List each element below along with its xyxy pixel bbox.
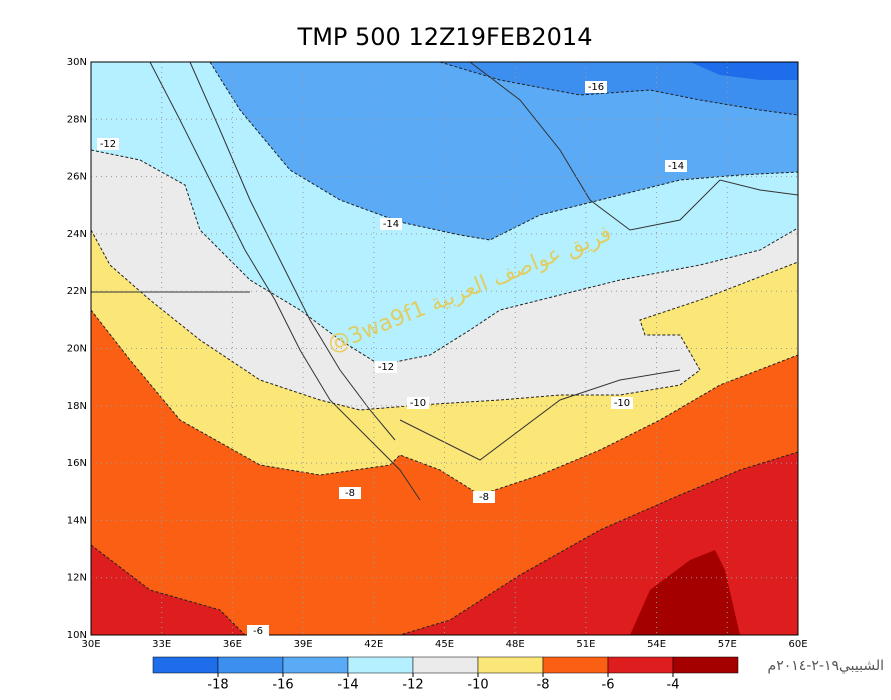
lat-label: 16N <box>67 458 87 469</box>
contour-label: -6 <box>253 626 263 637</box>
colorbar-box <box>217 656 284 674</box>
lon-label: 45E <box>435 639 454 650</box>
colorbar-label: -16 <box>272 678 293 693</box>
coastline <box>189 61 396 441</box>
contour-label-bg <box>97 138 119 150</box>
lat-label: 18N <box>67 401 87 412</box>
lon-label: 54E <box>647 639 666 650</box>
temp-band <box>210 62 798 240</box>
lon-label: 39E <box>294 639 313 650</box>
contour-label-bg <box>665 160 687 172</box>
colorbar-label: -12 <box>402 678 423 693</box>
colorbar-box <box>412 656 479 674</box>
lon-label: 57E <box>718 639 737 650</box>
contour-line <box>209 61 799 241</box>
lat-label: 20N <box>67 344 87 355</box>
colorbar-label: -6 <box>602 678 615 693</box>
lon-label: 36E <box>223 639 242 650</box>
lat-label: 24N <box>67 229 87 240</box>
lat-label: 28N <box>67 114 87 125</box>
contour-label: -14 <box>668 161 684 172</box>
contour-line <box>90 149 799 366</box>
colorbar-box <box>542 656 609 674</box>
lat-label: 14N <box>67 515 87 526</box>
colorbar-label: -10 <box>467 678 488 693</box>
colorbar-box <box>477 656 544 674</box>
contour-label-bg <box>585 81 607 93</box>
contour-line <box>90 229 799 411</box>
lon-label: 30E <box>81 639 100 650</box>
colorbar-label: -14 <box>337 678 358 693</box>
lat-label: 30N <box>67 57 87 68</box>
title: TMP 500 12Z19FEB2014 <box>297 23 593 51</box>
coastline <box>469 61 799 231</box>
contour-line <box>90 451 799 636</box>
contour-label: -16 <box>588 82 604 93</box>
colorbar-box <box>672 656 739 674</box>
contour-label-bg <box>473 491 495 503</box>
temp-band <box>440 62 798 115</box>
colorbar-label: -18 <box>207 678 228 693</box>
colorbar-box <box>282 656 349 674</box>
contour-label: -8 <box>345 488 355 499</box>
signature: الشبيبي١٩-٢-٢٠١٤م <box>768 658 884 674</box>
colorbar-box <box>347 656 414 674</box>
contour-label-bg <box>611 397 633 409</box>
lat-label: 12N <box>67 573 87 584</box>
lon-label: 33E <box>152 639 171 650</box>
colorbar-label: -4 <box>667 678 680 693</box>
contour-label-bg <box>407 397 429 409</box>
lat-label: 26N <box>67 172 87 183</box>
lon-label: 51E <box>576 639 595 650</box>
coastline <box>399 369 681 461</box>
contour-label: -12 <box>378 362 394 373</box>
colorbar-box <box>152 656 219 674</box>
contour-label: -10 <box>410 398 426 409</box>
colorbar-label: -8 <box>537 678 550 693</box>
contour-line <box>90 309 799 496</box>
contour-label: -14 <box>383 219 399 230</box>
contour-label: -8 <box>479 492 489 503</box>
contour-label: -12 <box>100 139 116 150</box>
lon-label: 48E <box>506 639 525 650</box>
temp-band <box>630 550 740 635</box>
temp-band <box>690 62 798 80</box>
lon-label: 60E <box>788 639 807 650</box>
contour-label-bg <box>380 218 402 230</box>
contour-line <box>439 61 799 116</box>
map-frame <box>90 61 799 636</box>
lat-label: 10N <box>67 630 87 641</box>
contour-label-bg <box>339 487 361 499</box>
contour-label: -10 <box>614 398 630 409</box>
lat-label: 22N <box>67 286 87 297</box>
contour-label-bg <box>375 361 397 373</box>
contour-label-bg <box>247 625 269 637</box>
lon-label: 42E <box>364 639 383 650</box>
coastline <box>149 61 421 501</box>
colorbar-box <box>607 656 674 674</box>
